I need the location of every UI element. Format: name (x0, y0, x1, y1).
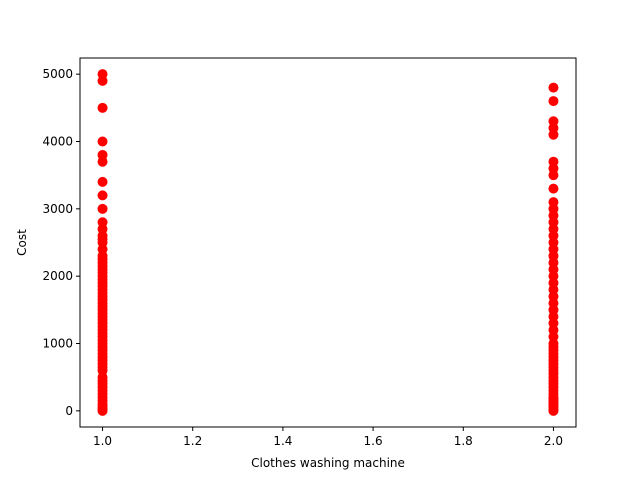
data-point (97, 136, 108, 147)
y-tick-label: 5000 (42, 67, 73, 81)
data-point (97, 217, 108, 228)
x-tick-label: 1.2 (183, 434, 202, 448)
x-tick-label: 1.0 (93, 434, 112, 448)
data-point (548, 197, 559, 208)
y-tick-label: 1000 (42, 337, 73, 351)
x-axis-label: Clothes washing machine (251, 456, 405, 470)
y-axis-label: Cost (15, 229, 29, 256)
points-layer (97, 69, 559, 416)
data-point (548, 116, 559, 127)
x-axis-ticks: 1.0 1.2 1.4 1.6 1.8 2.0 (93, 427, 563, 448)
y-tick-label: 3000 (42, 202, 73, 216)
plot-frame (79, 57, 577, 428)
x-tick-label: 2.0 (544, 434, 563, 448)
y-axis-ticks: 0 1000 2000 3000 4000 5000 (42, 67, 80, 418)
y-tick-label: 0 (65, 404, 73, 418)
data-point (97, 176, 108, 187)
data-point (97, 203, 108, 214)
data-point (97, 190, 108, 201)
x-tick-label: 1.6 (364, 434, 383, 448)
data-point (548, 183, 559, 194)
y-tick-label: 2000 (42, 269, 73, 283)
x-tick-label: 1.8 (454, 434, 473, 448)
y-tick-label: 4000 (42, 134, 73, 148)
data-point (548, 82, 559, 93)
data-point (548, 96, 559, 107)
x-tick-label: 1.4 (273, 434, 292, 448)
data-point (97, 149, 108, 160)
data-point (548, 156, 559, 167)
data-point (97, 69, 108, 80)
data-point (97, 102, 108, 113)
